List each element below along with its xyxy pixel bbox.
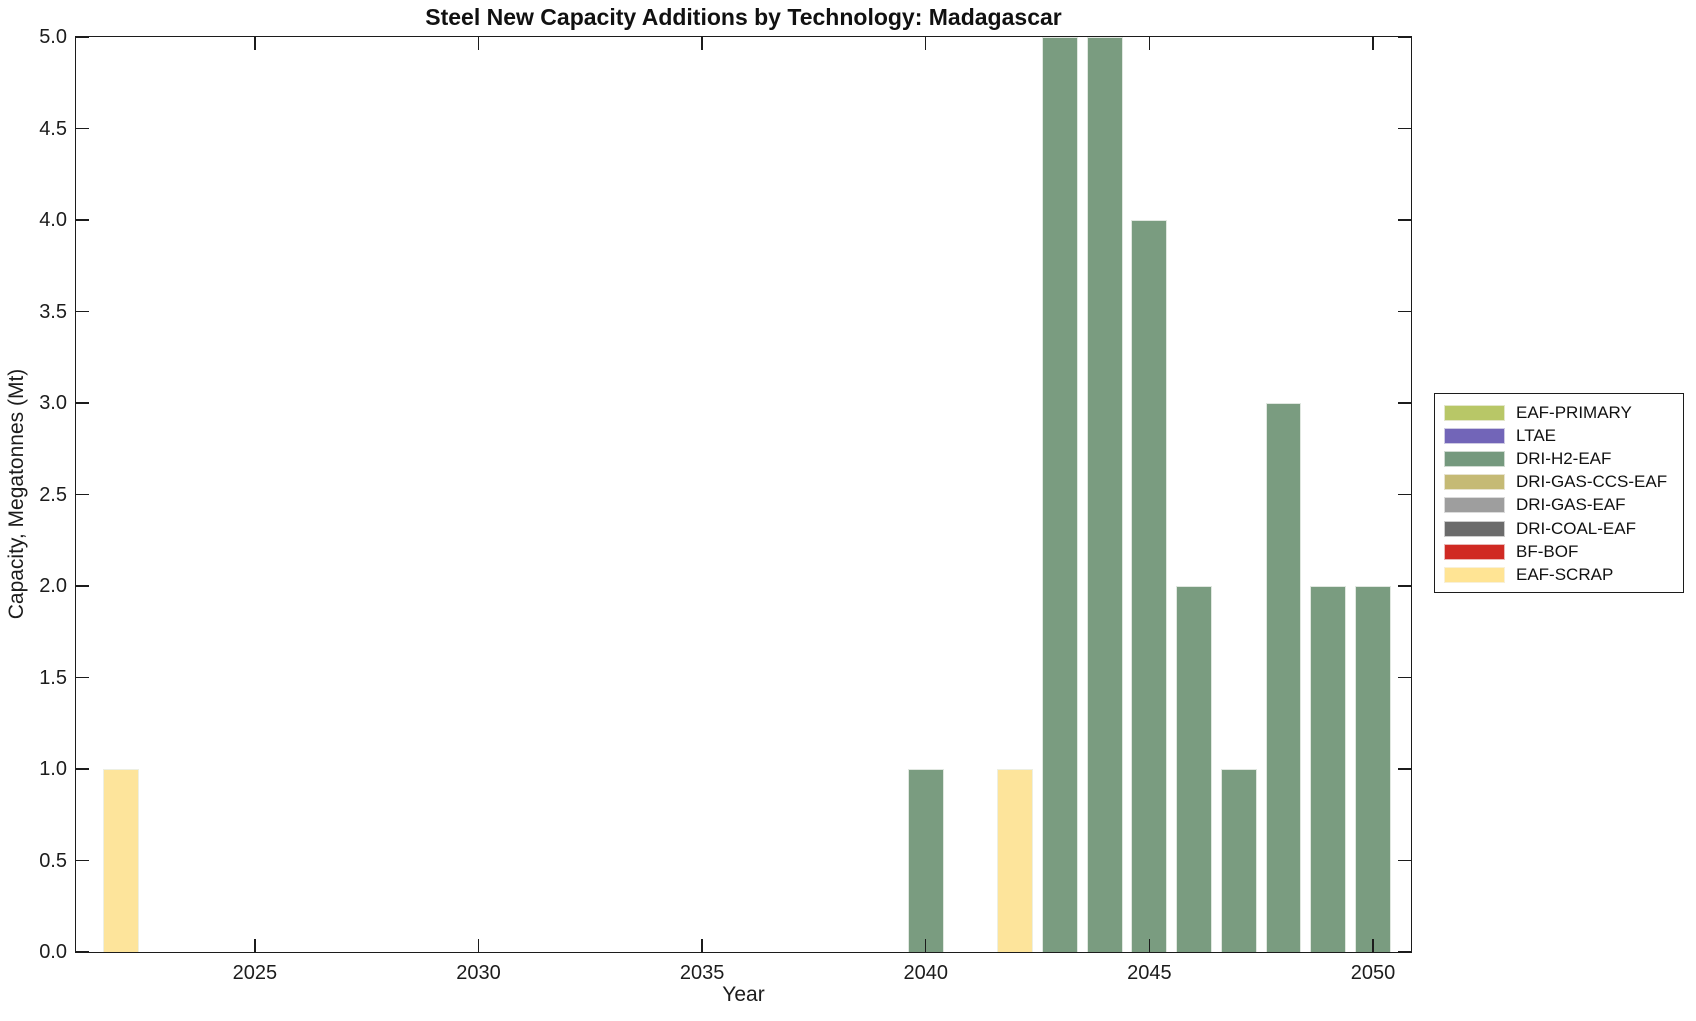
legend-row-eaf-primary: EAF-PRIMARY [1444, 401, 1683, 424]
legend-label-eaf-scrap: EAF-SCRAP [1516, 564, 1614, 584]
legend: EAF-PRIMARY LTAE DRI-H2-EAF DRI-GAS-CCS-EAF… [1434, 393, 1684, 593]
bar-2046-dri-h2-eaf [1176, 586, 1212, 952]
legend-label-dri-h2-eaf: DRI-H2-EAF [1516, 448, 1612, 468]
y-tick-label-0.5: 0.5 [39, 849, 67, 872]
x-tick-label-2050: 2050 [1350, 962, 1396, 984]
legend-row-bf-bof: BF-BOF [1444, 540, 1683, 563]
y-tick-right-4.5 [1398, 127, 1411, 130]
x-tick-label-2040: 2040 [903, 962, 948, 984]
y-tick-2.0 [76, 585, 89, 587]
bar-2042-eaf-scrap [997, 769, 1034, 952]
legend-swatch-dri-coal-eaf [1444, 520, 1505, 537]
legend-row-dri-coal-eaf: DRI-COAL-EAF [1444, 517, 1683, 540]
y-axis-label: Capacity, Megatonnes (Mt) [5, 368, 28, 620]
x-tick-top-2040 [924, 37, 927, 50]
x-tick-top-2045 [1148, 37, 1151, 50]
plot-area: 2025 2030 2035 2040 2045 2050 0.0 0.5 1.0 1.5 2.0 2… [39, 26, 1412, 984]
x-tick-top-2035 [701, 37, 703, 50]
legend-label-dri-gas-ccs-eaf: DRI-GAS-CCS-EAF [1516, 472, 1668, 492]
x-tick-2050 [1372, 939, 1374, 952]
y-tick-right-0.5 [1398, 859, 1411, 862]
chart-title: Steel New Capacity Additions by Technolo… [425, 4, 1062, 30]
legend-swatch-eaf-scrap [1444, 566, 1505, 583]
x-tick-2025 [254, 939, 256, 952]
y-tick-right-1.0 [1398, 768, 1411, 770]
x-tick-top-2030 [477, 37, 480, 50]
y-tick-3.0 [76, 402, 89, 404]
x-tick-2045 [1148, 939, 1151, 952]
y-tick-right-2.0 [1398, 585, 1411, 587]
y-tick-label-4.5: 4.5 [39, 117, 67, 140]
legend-row-dri-gas-eaf: DRI-GAS-EAF [1444, 494, 1683, 517]
y-tick-label-3.5: 3.5 [39, 300, 67, 323]
bar-2049-dri-h2-eaf [1310, 586, 1347, 952]
y-tick-right-1.5 [1398, 676, 1411, 679]
legend-swatch-eaf-primary [1444, 404, 1505, 421]
y-tick-5.0 [76, 36, 89, 38]
y-tick-right-0.0 [1398, 951, 1411, 953]
legend-row-dri-gas-ccs-eaf: DRI-GAS-CCS-EAF [1444, 471, 1683, 494]
x-tick-2030 [477, 939, 480, 952]
legend-row-eaf-scrap: EAF-SCRAP [1444, 563, 1683, 586]
y-tick-label-1.5: 1.5 [39, 666, 67, 689]
y-tick-label-0.0: 0.0 [39, 941, 67, 963]
y-tick-right-4.0 [1398, 219, 1411, 221]
bar-2022-eaf-scrap [102, 769, 139, 952]
legend-swatch-ltae [1444, 427, 1505, 444]
x-tick-top-2025 [254, 37, 256, 50]
legend-label-eaf-primary: EAF-PRIMARY [1516, 402, 1632, 422]
legend-label-dri-gas-eaf: DRI-GAS-EAF [1516, 495, 1626, 515]
y-tick-label-1.0: 1.0 [39, 758, 67, 780]
y-tick-label-2.0: 2.0 [39, 575, 67, 597]
x-tick-2035 [701, 939, 703, 952]
y-tick-0.5 [76, 859, 89, 862]
bar-2044-dri-h2-eaf [1086, 37, 1123, 952]
x-tick-label-2025: 2025 [232, 962, 278, 984]
x-tick-label-2045: 2045 [1127, 962, 1172, 984]
y-tick-label-5.0: 5.0 [39, 26, 67, 48]
x-tick-label-2035: 2035 [679, 962, 725, 984]
legend-swatch-bf-bof [1444, 543, 1505, 560]
bar-2045-dri-h2-eaf [1131, 220, 1168, 952]
bar-2043-dri-h2-eaf [1042, 37, 1078, 952]
legend-label-dri-coal-eaf: DRI-COAL-EAF [1516, 518, 1636, 538]
x-axis-label: Year [722, 983, 765, 1006]
x-tick-2040 [924, 939, 927, 952]
y-tick-label-2.5: 2.5 [39, 483, 67, 506]
y-tick-label-3.0: 3.0 [39, 392, 67, 414]
legend-row-dri-h2-eaf: DRI-H2-EAF [1444, 447, 1683, 470]
y-tick-right-5.0 [1398, 36, 1411, 38]
bar-2050-dri-h2-eaf [1355, 586, 1391, 952]
x-tick-label-2030: 2030 [456, 962, 501, 984]
y-tick-label-4.0: 4.0 [39, 209, 67, 231]
legend-swatch-dri-gas-ccs-eaf [1444, 474, 1505, 491]
y-tick-4.0 [76, 219, 89, 221]
y-tick-0.0 [76, 951, 89, 953]
legend-row-ltae: LTAE [1444, 424, 1683, 447]
y-tick-right-3.5 [1398, 310, 1411, 313]
y-tick-right-3.0 [1398, 402, 1411, 404]
y-tick-2.5 [76, 493, 89, 496]
bar-2048-dri-h2-eaf [1265, 403, 1302, 952]
bar-2040-dri-h2-eaf [907, 769, 944, 952]
y-tick-4.5 [76, 127, 89, 130]
x-tick-top-2050 [1372, 37, 1374, 50]
legend-swatch-dri-h2-eaf [1444, 450, 1505, 467]
y-tick-right-2.5 [1398, 493, 1411, 496]
bar-2047-dri-h2-eaf [1220, 769, 1257, 952]
y-tick-1.0 [76, 768, 89, 770]
legend-label-bf-bof: BF-BOF [1516, 541, 1579, 561]
legend-label-ltae: LTAE [1516, 425, 1556, 445]
legend-swatch-dri-gas-eaf [1444, 497, 1505, 514]
y-tick-3.5 [76, 310, 89, 313]
y-tick-1.5 [76, 676, 89, 679]
